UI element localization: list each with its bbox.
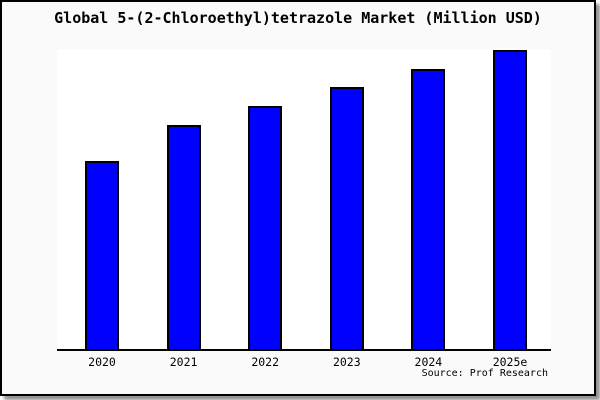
bar-2025e xyxy=(493,50,527,349)
x-tick-label-2023: 2023 xyxy=(332,355,361,369)
x-tick-label-2025e: 2025e xyxy=(492,355,528,369)
source-note: Source: Prof Research xyxy=(421,368,548,379)
x-tick-label-2021: 2021 xyxy=(169,355,198,369)
bar-2024 xyxy=(411,69,446,349)
bar-2020 xyxy=(85,161,119,349)
bar-2021 xyxy=(166,124,201,349)
x-tick-label-2024: 2024 xyxy=(414,355,443,369)
bar-2023 xyxy=(329,86,364,349)
x-tick-label-2022: 2022 xyxy=(251,355,280,369)
plot-area xyxy=(57,49,551,351)
chart-title: Global 5-(2-Chloroethyl)tetrazole Market… xyxy=(54,9,542,27)
x-tick-label-2020: 2020 xyxy=(88,355,116,369)
bar-2022 xyxy=(248,105,283,349)
